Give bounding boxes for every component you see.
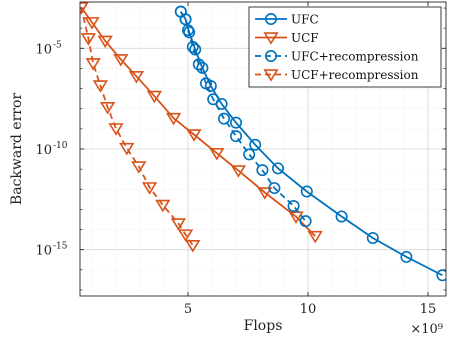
data-point-ucf-recompression bbox=[177, 229, 194, 242]
y-tick-exponent: -15 bbox=[53, 242, 68, 252]
y-axis-label: Backward error bbox=[9, 93, 25, 205]
series-layer bbox=[80, 2, 446, 282]
data-point-ucf-recompression bbox=[141, 182, 158, 195]
x-tick-label: 15 bbox=[420, 302, 437, 317]
data-point-ucf-recompression bbox=[155, 199, 171, 213]
legend-marker bbox=[264, 49, 277, 62]
data-point-ucf-recompression bbox=[131, 161, 147, 174]
data-point-ufc-recompression bbox=[186, 40, 199, 53]
data-point-ucf bbox=[165, 112, 182, 126]
data-point-ufc bbox=[300, 185, 313, 198]
legend-label: UCF bbox=[291, 31, 319, 45]
legend-entry-ufc-recompression: UFC+recompression bbox=[255, 50, 419, 64]
series-line-ufc-recompression bbox=[180, 11, 307, 222]
legend-marker bbox=[264, 13, 277, 25]
data-point-ucf bbox=[113, 54, 129, 67]
data-point-ucf bbox=[186, 129, 202, 142]
data-point-ucf-recompression bbox=[185, 239, 201, 253]
data-point-ufc-recompression bbox=[243, 148, 256, 161]
y-tick-label: 10 bbox=[35, 42, 52, 57]
legend-marker bbox=[263, 32, 279, 45]
x-multiplier-label: ×10⁹ bbox=[410, 322, 443, 337]
x-axis-label: Flops bbox=[244, 318, 283, 334]
data-point-ucf-recompression bbox=[108, 123, 124, 136]
data-point-ucf bbox=[128, 71, 145, 84]
data-point-ufc-recompression bbox=[207, 93, 220, 106]
data-point-ufc-recompression bbox=[256, 164, 269, 177]
data-point-ucf-recompression bbox=[170, 218, 187, 231]
data-point-ucf-recompression bbox=[80, 2, 89, 15]
data-point-ucf bbox=[307, 230, 323, 244]
data-point-ufc-recompression bbox=[182, 24, 195, 37]
data-point-ufc bbox=[400, 250, 413, 263]
legend-entry-ucf: UCF bbox=[255, 31, 319, 45]
data-point-ufc-recompression bbox=[299, 215, 312, 228]
legend-label: UCF+recompression bbox=[291, 68, 419, 82]
y-tick-label: 10 bbox=[35, 143, 52, 158]
data-point-ufc bbox=[366, 232, 379, 245]
series-ucf-recompression bbox=[80, 2, 201, 253]
data-point-ucf bbox=[84, 17, 100, 30]
legend-label: UFC+recompression bbox=[291, 50, 419, 64]
legend-entry-ufc: UFC bbox=[255, 13, 319, 27]
y-tick-exponent: -5 bbox=[53, 40, 62, 50]
legend: UFC UCF UFC+recompression UCF+recompression bbox=[248, 6, 442, 88]
data-point-ucf bbox=[257, 187, 273, 200]
series-line-ucf-recompression bbox=[80, 7, 194, 246]
data-point-ufc bbox=[335, 210, 348, 223]
data-point-ucf bbox=[97, 35, 113, 49]
data-point-ufc bbox=[249, 138, 262, 151]
legend-entry-ucf-recompression: UCF+recompression bbox=[255, 68, 419, 82]
data-point-ufc bbox=[271, 162, 284, 175]
data-point-ucf-recompression bbox=[119, 142, 135, 156]
data-point-ucf-recompression bbox=[80, 33, 97, 46]
data-point-ucf-recompression bbox=[99, 102, 116, 115]
data-point-ucf-recompression bbox=[85, 58, 101, 71]
y-tick-exponent: -10 bbox=[53, 141, 68, 151]
legend-label: UFC bbox=[291, 13, 319, 27]
x-tick-label: 10 bbox=[300, 302, 317, 317]
data-point-ufc-recompression bbox=[218, 112, 231, 125]
y-tick-label: 10 bbox=[35, 244, 52, 259]
data-point-ucf bbox=[209, 147, 225, 161]
data-point-ufc-recompression bbox=[200, 77, 213, 90]
data-point-ufc-recompression bbox=[268, 182, 281, 195]
x-tick-label: 5 bbox=[184, 302, 192, 317]
data-point-ucf bbox=[288, 211, 304, 224]
series-line-ucf bbox=[80, 6, 316, 237]
series-ufc-recompression bbox=[174, 5, 312, 228]
data-point-ufc-recompression bbox=[179, 13, 192, 26]
data-point-ufc-recompression bbox=[230, 130, 243, 143]
data-point-ufc bbox=[436, 269, 446, 282]
data-point-ucf bbox=[146, 90, 163, 104]
data-point-ucf-recompression bbox=[92, 80, 109, 93]
data-point-ufc-recompression bbox=[192, 58, 205, 71]
data-point-ucf bbox=[230, 165, 247, 178]
series-line-ufc bbox=[180, 11, 443, 277]
data-point-ufc-recompression bbox=[287, 199, 300, 212]
legend-marker bbox=[263, 69, 279, 82]
data-point-ufc bbox=[230, 116, 243, 129]
